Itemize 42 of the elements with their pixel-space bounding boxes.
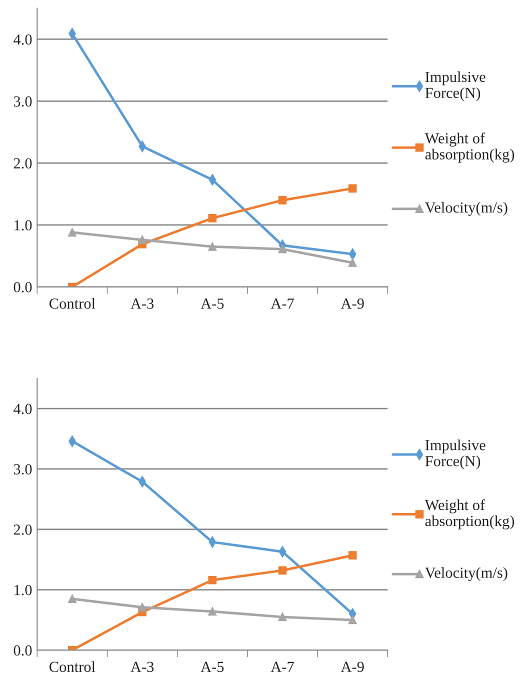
point [208, 214, 217, 222]
point [138, 236, 146, 244]
y-tick-label: 0.0 [14, 645, 32, 656]
x-tick-label: A-3 [130, 662, 154, 672]
y-tick-label: 4.0 [14, 34, 32, 45]
y-tick-label: 0.0 [14, 282, 32, 292]
point [278, 566, 287, 575]
y-tick-label: 2.0 [14, 524, 32, 535]
point [278, 244, 287, 254]
point [348, 616, 357, 624]
y-tick-label: 1.0 [14, 584, 32, 596]
x-tick-label: A-7 [270, 662, 294, 672]
point [138, 603, 146, 612]
point [208, 607, 217, 616]
point [348, 258, 357, 267]
y-tick-label: 4.0 [14, 404, 32, 414]
legend-label: Weight of absorption(kg) [424, 132, 514, 163]
point [278, 612, 287, 622]
x-tick-label: A-9 [340, 662, 364, 672]
x-tick-label: A-9 [340, 298, 364, 309]
legend-label: Weight of absorption(kg) [424, 499, 514, 530]
x-tick-label: A-3 [130, 298, 154, 309]
point [348, 184, 357, 193]
y-tick-label: 3.0 [14, 96, 32, 107]
x-tick-label: A-7 [270, 298, 294, 309]
y-tick-label: 1.0 [14, 220, 32, 230]
legend-label: Velocity(m/s) [424, 202, 508, 216]
point [208, 242, 217, 251]
x-tick-label: Control [50, 298, 96, 309]
legend-label: Impulsive Force(N) [425, 440, 486, 470]
point [278, 196, 287, 204]
legend-label: Velocity(m/s) [424, 567, 508, 582]
legend-label: Impulsive Force(N) [425, 71, 486, 102]
y-tick-label: 3.0 [14, 464, 32, 475]
point [68, 228, 76, 237]
x-tick-label: A-5 [200, 298, 224, 309]
x-tick-label: Control [50, 661, 96, 672]
x-tick-label: A-5 [200, 662, 224, 672]
point [68, 594, 76, 603]
point [208, 576, 217, 584]
point [348, 551, 357, 560]
y-tick-label: 2.0 [14, 158, 32, 169]
